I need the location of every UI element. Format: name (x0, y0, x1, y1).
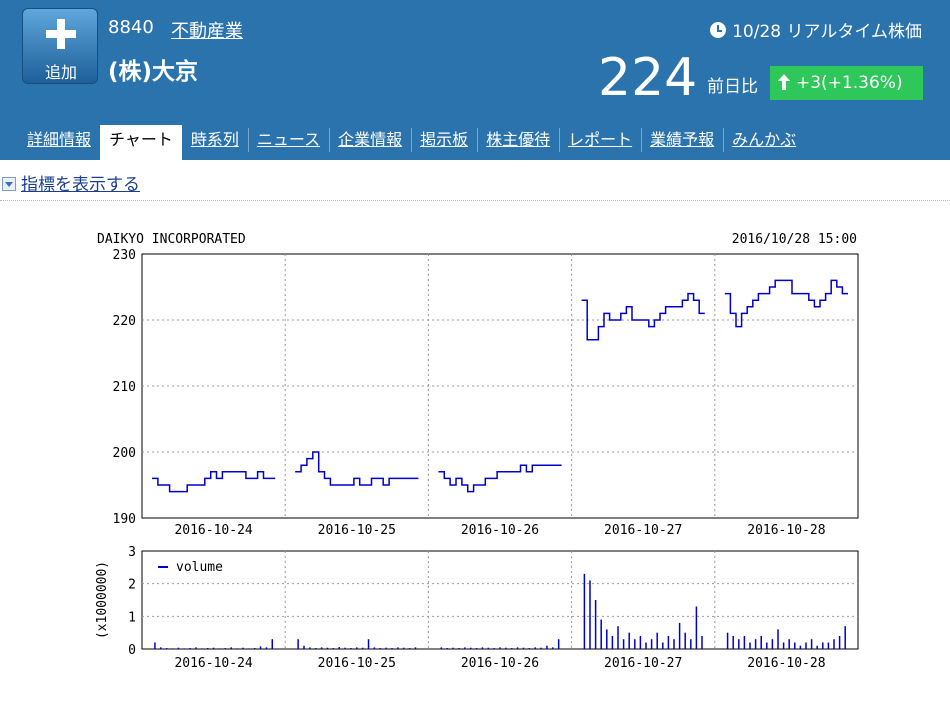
company-name: (株)大京 (108, 59, 199, 85)
volume-x-tick-label: 2016-10-27 (604, 656, 682, 671)
price-tick-label: 230 (113, 248, 136, 263)
price-change-badge: +3(+1.36%) (770, 66, 923, 100)
divider (0, 200, 950, 201)
add-button-label: 追加 (44, 63, 77, 82)
price-line-2016-10-24 (152, 471, 276, 493)
tab-bar: 詳細情報 チャート 時系列 ニュース 企業情報 掲示板 株主優待 レポート 業績予報 みんかぶ (18, 125, 805, 160)
realtime-status: 10/28 リアルタイム株価 (710, 17, 922, 42)
indicator-toggle-label: 指標を表示する (21, 175, 140, 195)
clock-icon (710, 22, 727, 38)
price-line-2016-10-27 (581, 292, 705, 341)
stock-code: 8840 (108, 17, 154, 38)
price-tick-label: 190 (113, 512, 136, 527)
prev-day-label: 前日比 (707, 77, 758, 97)
tab-9[interactable]: みんかぶ (723, 125, 805, 160)
volume-tick-label: 1 (128, 610, 136, 625)
price-x-tick-label: 2016-10-27 (604, 523, 682, 538)
price-x-tick-label: 2016-10-28 (747, 523, 825, 538)
volume-axis-label: (x1000000) (95, 561, 110, 639)
volume-tick-label: 2 (128, 578, 136, 593)
stock-header: 追加 8840 不動産業 (株)大京 10/28 リアルタイム株価 224 前日… (0, 0, 950, 160)
volume-tick-label: 0 (128, 643, 136, 658)
indicator-toggle[interactable]: 指標を表示する (2, 170, 140, 195)
tab-0[interactable]: 詳細情報 (27, 130, 92, 149)
current-price: 224 (598, 48, 698, 108)
chart-timestamp: 2016/10/28 15:00 (732, 232, 857, 247)
tab-8[interactable]: 業績予報 (641, 125, 723, 160)
volume-x-tick-label: 2016-10-26 (461, 656, 539, 671)
plus-icon (46, 19, 76, 49)
volume-x-tick-label: 2016-10-28 (747, 656, 825, 671)
volume-x-tick-label: 2016-10-24 (174, 656, 252, 671)
price-tick-label: 220 (113, 314, 136, 329)
tab-3[interactable]: ニュース (247, 125, 329, 160)
price-tick-label: 200 (113, 446, 136, 461)
arrow-up-icon (778, 74, 790, 90)
tab-4[interactable]: 企業情報 (329, 125, 411, 160)
expand-icon (2, 177, 16, 191)
price-x-tick-label: 2016-10-26 (461, 523, 539, 538)
price-tick-label: 210 (113, 380, 136, 395)
price-x-tick-label: 2016-10-24 (174, 523, 252, 538)
tab-1[interactable]: チャート (100, 125, 182, 160)
tab-2[interactable]: 時系列 (190, 130, 239, 149)
price-line-2016-10-26 (438, 464, 562, 493)
price-line-2016-10-25 (295, 451, 419, 486)
stock-chart: DAIKYO INCORPORATED 2016/10/28 15:0019020… (95, 232, 859, 671)
realtime-label: 10/28 リアルタイム株価 (732, 22, 922, 42)
tab-5[interactable]: 掲示板 (411, 125, 477, 160)
sector-link[interactable]: 不動産業 (171, 21, 243, 42)
volume-panel-frame (141, 550, 859, 650)
chart-title: DAIKYO INCORPORATED (97, 232, 246, 247)
volume-tick-label: 3 (128, 545, 136, 560)
price-x-tick-label: 2016-10-25 (318, 523, 396, 538)
volume-legend-label: volume (176, 560, 223, 575)
add-button[interactable]: 追加 (22, 8, 98, 84)
tab-7[interactable]: レポート (559, 125, 641, 160)
tab-6[interactable]: 株主優待 (477, 125, 559, 160)
volume-x-tick-label: 2016-10-25 (318, 656, 396, 671)
price-line-2016-10-28 (724, 279, 848, 328)
price-change-value: +3(+1.36%) (796, 73, 903, 93)
